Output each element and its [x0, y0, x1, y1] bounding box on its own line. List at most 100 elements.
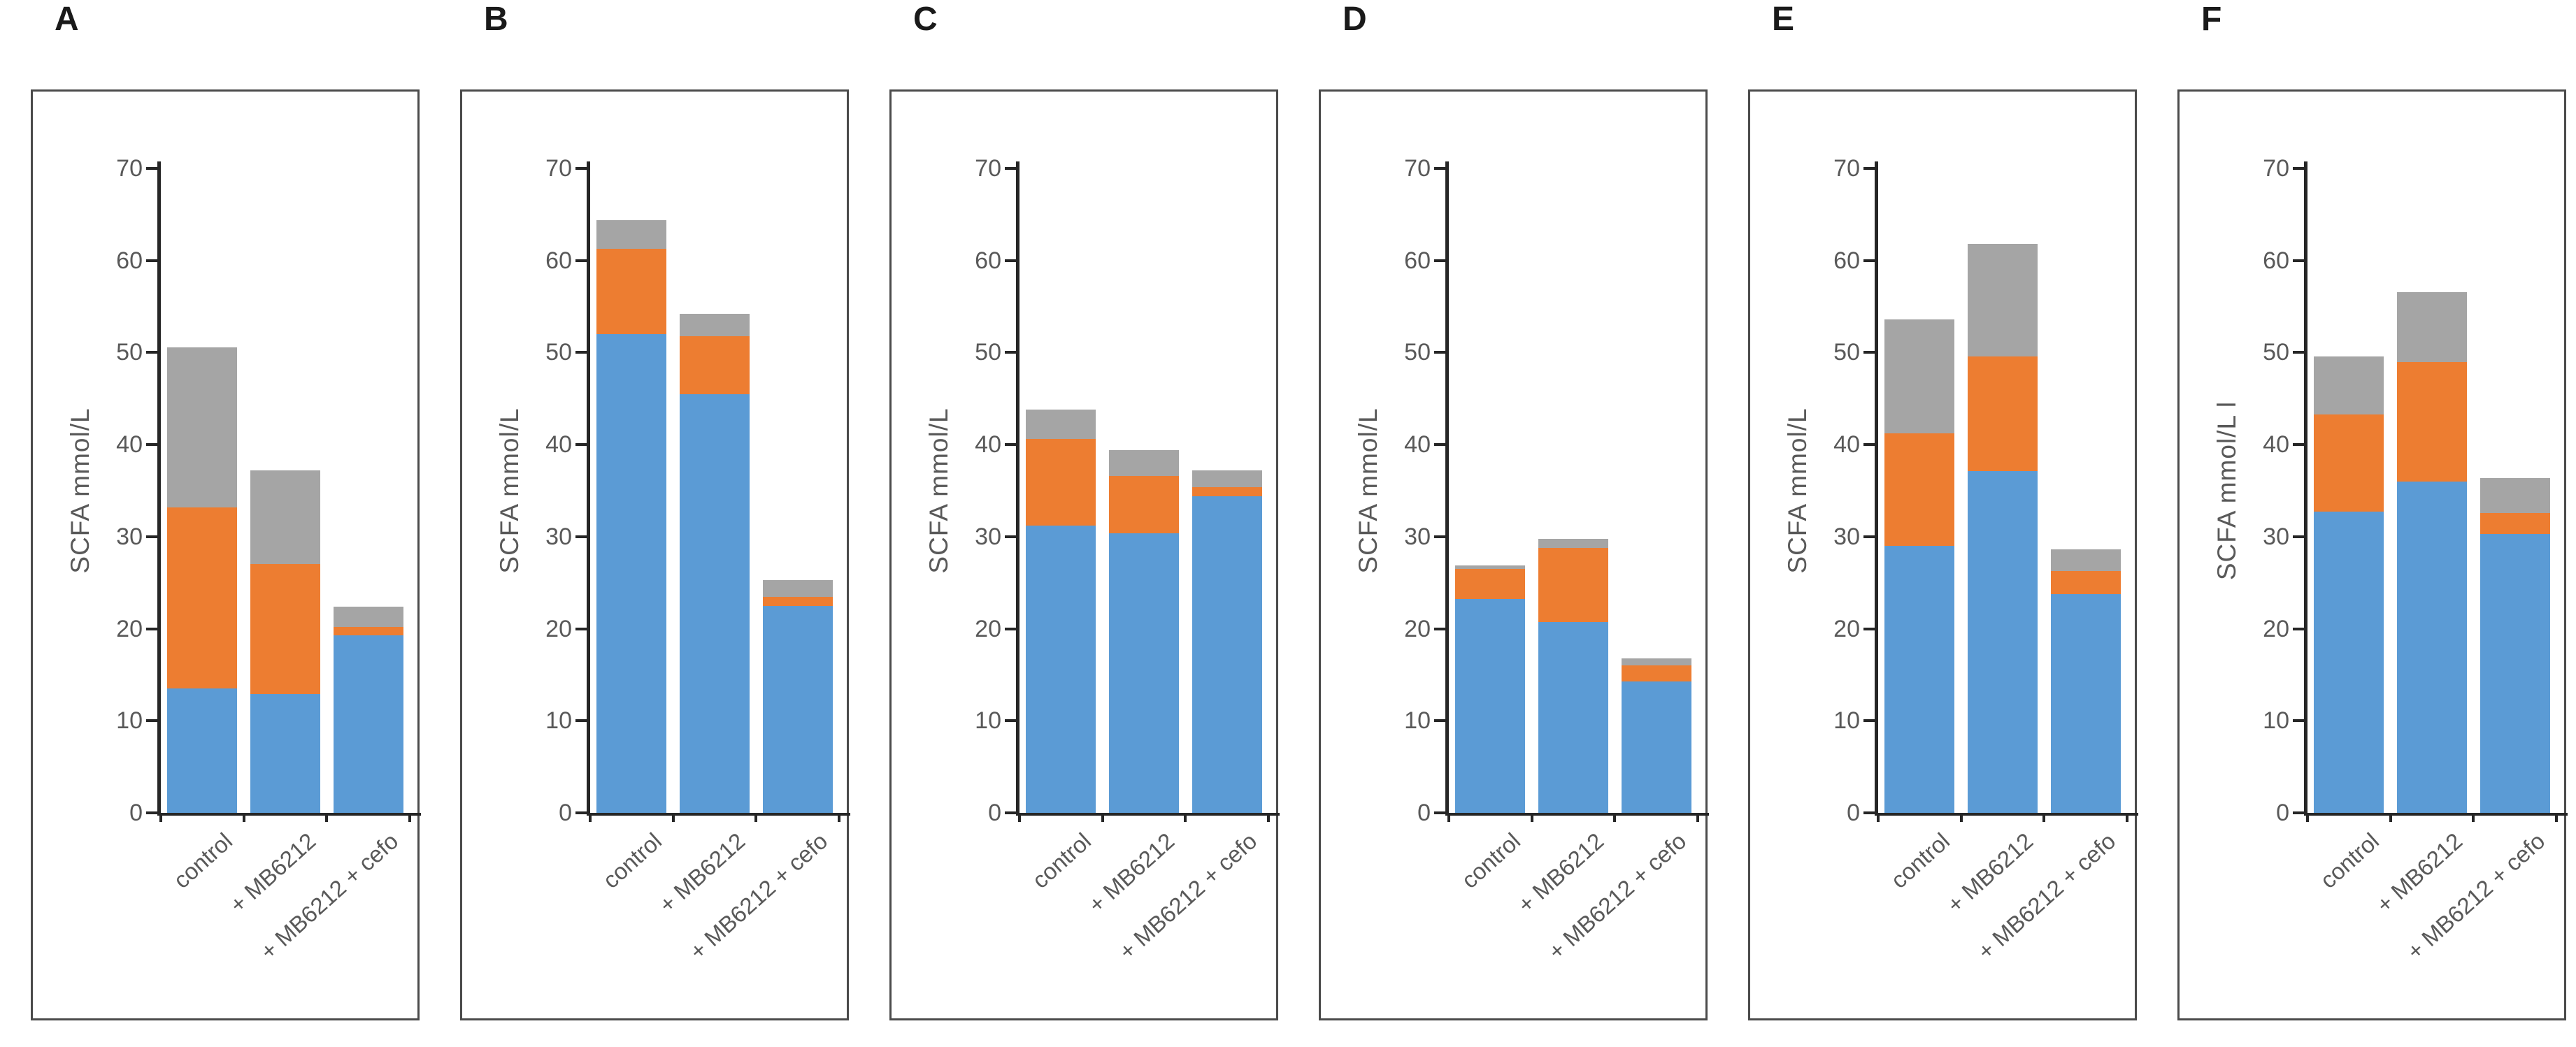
- bar-segment-orange: [167, 507, 238, 689]
- x-category-label: + MB6212 + cefo: [1543, 828, 1691, 965]
- x-category-label: control: [1027, 828, 1096, 894]
- y-tick: [575, 259, 587, 262]
- chart-plot: 0 10 20 30 40 50 60 70 SCFA mmol/L control + MB621…: [1783, 155, 2138, 965]
- x-tick: [671, 813, 675, 822]
- bar-segment-gray: [2050, 549, 2121, 571]
- bar-mb6212: [2397, 291, 2467, 813]
- bar-segment-gray: [2314, 356, 2384, 414]
- bar-control: [2314, 356, 2384, 813]
- panel-letter: D: [1343, 1, 1367, 38]
- y-tick-label: 50: [545, 339, 572, 366]
- y-tick-label: 0: [129, 800, 143, 826]
- y-tick: [1434, 535, 1445, 538]
- panel-box: 0 10 20 30 40 50 60 70 SCFA mmol/L control + MB621…: [889, 89, 1280, 1020]
- bar-segment-blue: [2314, 512, 2384, 813]
- y-axis-title: SCFA mmol/L: [1783, 407, 1812, 574]
- y-tick-label: 10: [2263, 707, 2289, 735]
- y-tick: [1434, 259, 1445, 262]
- x-tick: [2389, 813, 2392, 822]
- bar-control: [1884, 319, 1955, 813]
- y-tick: [2293, 811, 2304, 814]
- x-tick: [2306, 813, 2309, 822]
- bar-segment-orange: [1538, 547, 1608, 623]
- bar-control: [1455, 565, 1526, 813]
- y-tick: [1863, 259, 1875, 262]
- bar-segment-gray: [1192, 470, 1262, 487]
- y-axis-title: SCFA mmol/L: [495, 407, 524, 574]
- x-axis-line: [1875, 813, 2138, 816]
- x-tick: [1018, 813, 1021, 822]
- y-tick: [146, 535, 157, 538]
- bar-segment-orange: [1455, 568, 1526, 600]
- y-tick: [575, 719, 587, 723]
- bar-segment-blue: [1026, 526, 1096, 813]
- panel-a: A 0 10 20 30 40 50 60 70 SCFA mmol/L control + MB62…: [0, 0, 429, 1047]
- y-tick-label: 70: [1404, 155, 1431, 182]
- x-category-label: control: [1886, 828, 1955, 894]
- panel-box: 0 10 20 30 40 50 60 70 SCFA mmol/L control + MB621…: [1748, 89, 2138, 1020]
- x-tick: [1959, 813, 1963, 822]
- bar-segment-orange: [1968, 356, 2038, 472]
- x-axis-line: [2304, 813, 2568, 816]
- x-tick: [325, 813, 329, 822]
- bar-segment-gray: [1538, 538, 1608, 548]
- y-tick: [1863, 351, 1875, 354]
- bar-segment-blue: [2050, 593, 2121, 813]
- y-tick-label: 0: [1417, 800, 1431, 826]
- y-axis-line: [1875, 161, 1878, 816]
- y-tick: [1434, 351, 1445, 354]
- y-axis-line: [157, 161, 161, 816]
- y-tick-label: 20: [116, 615, 143, 642]
- panel-box: 0 10 20 30 40 50 60 70 SCFA mmol/L control + MB621…: [460, 89, 850, 1020]
- bar-segment-blue: [1538, 622, 1608, 813]
- y-tick: [575, 811, 587, 814]
- y-tick-label: 0: [559, 800, 572, 826]
- y-tick-label: 30: [545, 523, 572, 550]
- y-tick-label: 50: [2263, 339, 2289, 366]
- bar-segment-blue: [1621, 681, 1691, 813]
- bar-segment-gray: [2480, 477, 2550, 513]
- bar-mb6212-cefo: [1621, 658, 1691, 813]
- y-tick-label: 30: [1833, 523, 1860, 550]
- bar-segment-orange: [1621, 665, 1691, 681]
- x-tick: [838, 813, 840, 822]
- x-tick: [1184, 813, 1187, 822]
- y-tick: [1863, 719, 1875, 723]
- y-tick: [146, 811, 157, 814]
- bar-segment-blue: [2480, 533, 2550, 813]
- bar-segment-blue: [1109, 533, 1179, 813]
- y-tick-label: 0: [1847, 800, 1860, 826]
- y-tick-label: 60: [1404, 247, 1431, 274]
- bar-mb6212: [1109, 450, 1179, 813]
- x-axis-line: [1016, 813, 1280, 816]
- x-axis-line: [1445, 813, 1709, 816]
- y-tick: [146, 719, 157, 723]
- bar-segment-gray: [1026, 410, 1096, 440]
- y-axis-line: [2304, 161, 2307, 816]
- x-tick: [1267, 813, 1270, 822]
- y-tick-label: 60: [116, 247, 143, 274]
- bar-segment-blue: [1968, 471, 2038, 813]
- x-category-label: control: [598, 828, 667, 894]
- y-tick-label: 0: [988, 800, 1001, 826]
- y-axis-line: [587, 161, 590, 816]
- y-tick: [575, 351, 587, 354]
- x-tick: [1447, 813, 1450, 822]
- y-tick: [1005, 443, 1016, 447]
- chart-plot: 0 10 20 30 40 50 60 70 SCFA mmol/L control + MB621…: [924, 155, 1280, 965]
- bar-segment-blue: [1192, 496, 1262, 813]
- x-category-label: control: [2315, 828, 2384, 894]
- bar-segment-orange: [2397, 361, 2467, 482]
- bar-segment-blue: [762, 605, 833, 813]
- bar-control: [167, 347, 238, 813]
- bar-segment-gray: [2397, 291, 2467, 362]
- y-tick-label: 40: [975, 431, 1001, 458]
- y-tick-label: 20: [975, 615, 1001, 642]
- y-tick-label: 10: [1833, 707, 1860, 735]
- bar-mb6212: [1968, 244, 2038, 813]
- bar-segment-orange: [2480, 512, 2550, 534]
- bar-mb6212-cefo: [333, 606, 403, 813]
- x-tick: [242, 813, 245, 822]
- y-tick: [575, 443, 587, 447]
